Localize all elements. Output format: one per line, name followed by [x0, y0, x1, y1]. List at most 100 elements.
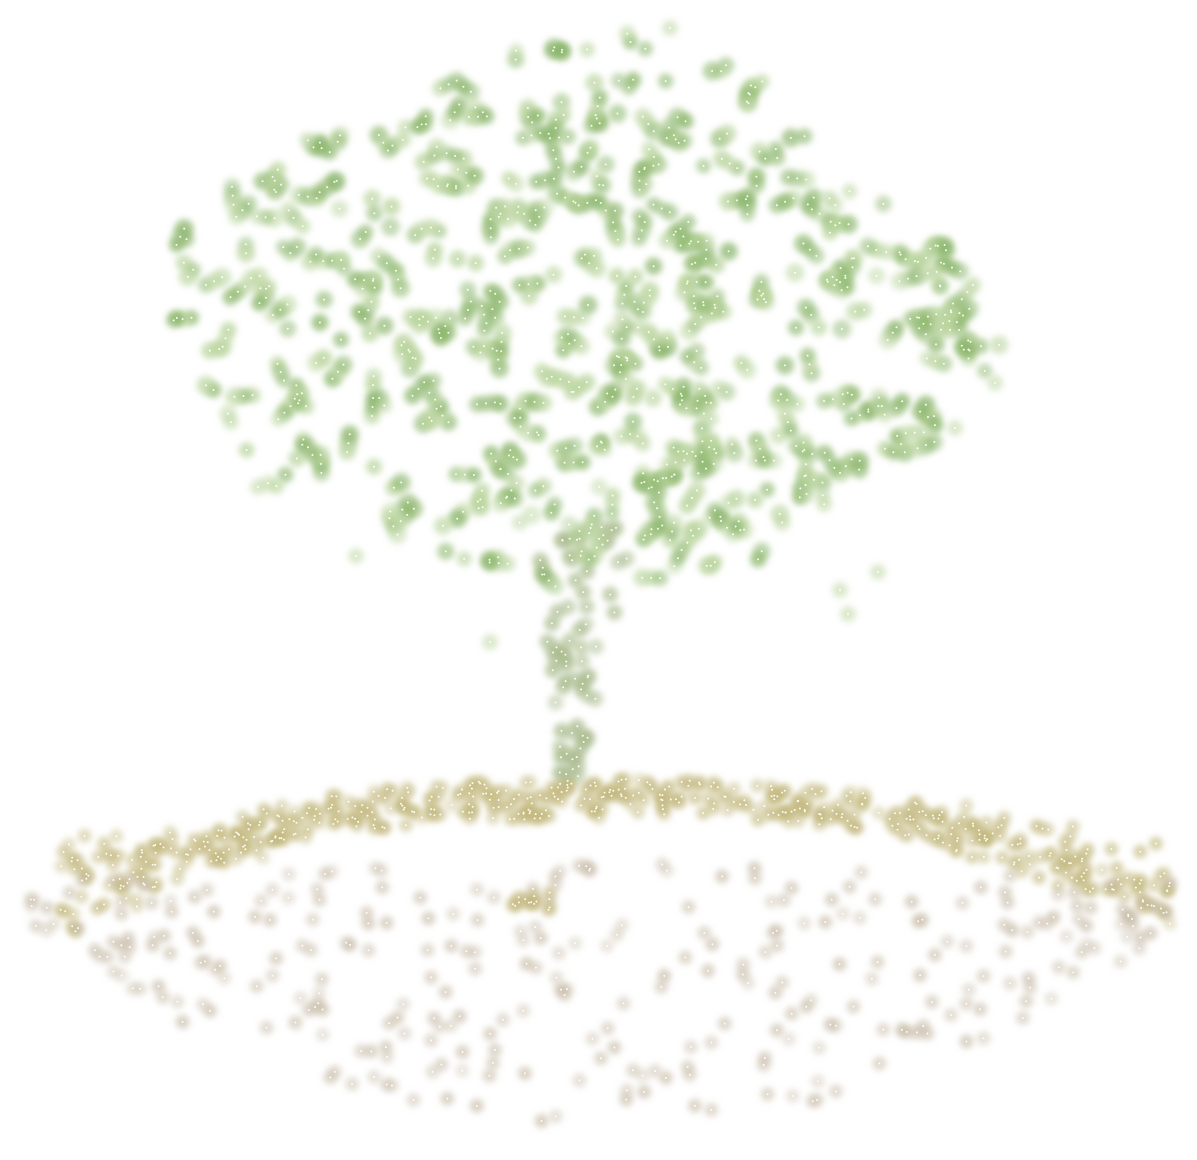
point-core [506, 562, 509, 565]
point-core [185, 860, 188, 863]
point-core [205, 889, 208, 892]
point-core [454, 154, 457, 157]
point-core [994, 382, 996, 384]
point-core [562, 113, 565, 116]
point-core [229, 296, 232, 299]
point-core [674, 230, 677, 233]
point-core [500, 350, 503, 353]
point-core [546, 640, 549, 643]
point-core [641, 115, 644, 118]
point-core [318, 141, 321, 144]
point-core [175, 317, 178, 319]
point-core [508, 818, 511, 821]
point-core [580, 550, 583, 553]
point-core [432, 257, 435, 260]
point-core [401, 353, 404, 356]
point-core [1081, 857, 1084, 860]
point-core [556, 449, 559, 452]
point-core [679, 403, 681, 406]
point-core [598, 96, 601, 99]
point-core [315, 253, 318, 256]
point-core [606, 945, 608, 947]
point-core [661, 804, 664, 807]
point-core [273, 179, 276, 182]
point-core [1163, 872, 1166, 875]
point-core [652, 203, 655, 206]
point-core [418, 324, 421, 327]
point-core [477, 780, 480, 783]
point-core [1139, 936, 1142, 939]
point-core [934, 244, 937, 247]
point-core [586, 48, 589, 51]
point-core [614, 388, 617, 391]
point-core [664, 80, 667, 83]
point-core [679, 227, 682, 230]
point-core [439, 405, 442, 408]
point-core [921, 810, 924, 813]
point-core [909, 818, 912, 821]
point-core [697, 240, 700, 243]
point-core [854, 310, 857, 313]
point-core [1126, 876, 1129, 879]
point-core [922, 431, 925, 434]
point-core [918, 810, 921, 813]
point-core [849, 791, 852, 794]
point-core [991, 832, 994, 835]
point-core [707, 969, 709, 972]
point-core [397, 278, 400, 281]
point-core [762, 1064, 765, 1066]
point-core [244, 243, 247, 246]
point-core [526, 797, 529, 800]
point-core [108, 884, 111, 887]
point-core [509, 249, 512, 252]
point-core [1018, 858, 1021, 861]
point-core [834, 204, 837, 207]
point-core [600, 526, 603, 529]
point-core [1149, 932, 1152, 935]
point-core [895, 407, 898, 410]
point-core [652, 397, 654, 400]
point-core [787, 1038, 790, 1040]
point-core [490, 793, 493, 796]
point-core [757, 818, 759, 821]
point-core [456, 168, 459, 171]
point-core [118, 877, 121, 880]
point-core [760, 280, 763, 283]
point-core [1065, 849, 1068, 851]
point-core [430, 808, 433, 811]
point-core [494, 292, 497, 295]
point-core [483, 313, 486, 316]
point-core [705, 564, 708, 567]
point-core [556, 192, 559, 195]
point-core [332, 823, 335, 825]
point-core [673, 473, 676, 476]
point-core [812, 478, 815, 481]
point-core [572, 390, 575, 393]
point-core [693, 302, 696, 305]
point-core [534, 813, 537, 816]
point-core [690, 240, 692, 243]
point-core [534, 926, 537, 929]
point-core [710, 785, 713, 788]
point-core [438, 230, 441, 233]
point-core [860, 871, 863, 874]
point-core [401, 138, 404, 141]
point-core [564, 196, 567, 199]
point-core [557, 798, 559, 801]
point-core [430, 226, 432, 229]
point-core [469, 300, 472, 303]
point-core [70, 860, 73, 863]
point-core [318, 992, 321, 995]
point-core [261, 180, 264, 183]
point-core [386, 788, 389, 791]
point-core [371, 800, 374, 803]
point-core [115, 835, 118, 838]
point-core [548, 898, 551, 901]
point-core [593, 254, 595, 257]
point-core [360, 1050, 363, 1052]
point-core [301, 944, 304, 947]
point-core [372, 384, 375, 387]
point-core [588, 869, 591, 872]
point-core [536, 282, 539, 285]
point-core [519, 425, 522, 428]
